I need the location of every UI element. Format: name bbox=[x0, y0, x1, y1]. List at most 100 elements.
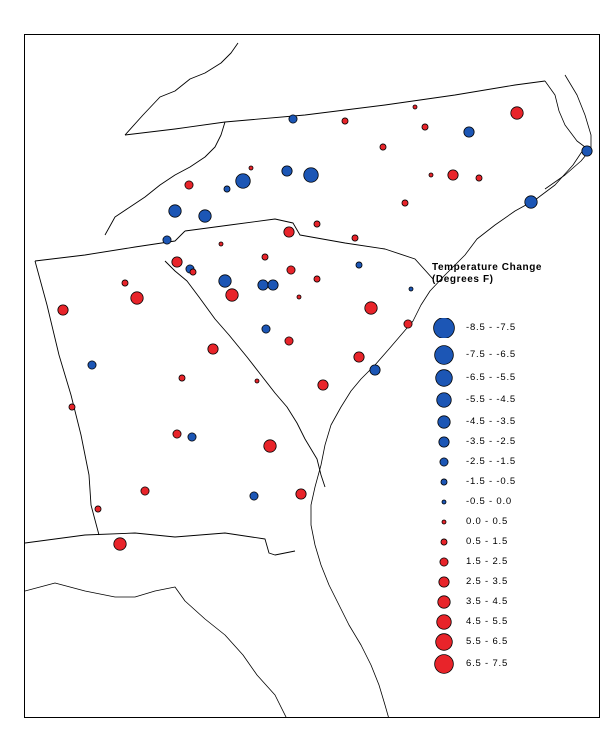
station-marker bbox=[412, 104, 418, 110]
station-marker bbox=[463, 126, 475, 138]
legend-circle bbox=[438, 436, 450, 448]
legend-label: 4.5 - 5.5 bbox=[466, 616, 509, 627]
station-marker bbox=[351, 234, 359, 242]
legend-circle bbox=[435, 369, 453, 387]
station-marker bbox=[447, 169, 459, 181]
legend-symbol bbox=[434, 345, 454, 365]
legend-row: 1.5 - 2.5 bbox=[432, 552, 582, 572]
legend-label: 6.5 - 7.5 bbox=[466, 658, 509, 669]
station-marker bbox=[428, 172, 434, 178]
legend-label: -5.5 - -4.5 bbox=[466, 394, 516, 405]
map-canvas bbox=[25, 42, 593, 717]
station-marker bbox=[113, 537, 127, 551]
legend-circle bbox=[436, 392, 452, 408]
station-marker bbox=[263, 439, 277, 453]
station-marker bbox=[401, 199, 409, 207]
station-marker bbox=[172, 429, 182, 439]
station-marker bbox=[178, 374, 186, 382]
station-marker bbox=[353, 351, 365, 363]
station-marker bbox=[235, 173, 251, 189]
legend-symbol bbox=[441, 499, 447, 505]
legend-symbol bbox=[435, 369, 453, 387]
legend-row: -7.5 - -6.5 bbox=[432, 345, 582, 365]
legend-row: -6.5 - -5.5 bbox=[432, 368, 582, 388]
legend-title-line1: Temperature Change bbox=[432, 262, 543, 273]
legend-row: -5.5 - -4.5 bbox=[432, 390, 582, 410]
legend-label: -2.5 - -1.5 bbox=[466, 456, 516, 467]
station-marker bbox=[171, 256, 183, 268]
legend-row: -8.5 - -7.5 bbox=[432, 318, 582, 338]
coastline-outer-banks bbox=[544, 74, 592, 190]
station-marker bbox=[225, 288, 239, 302]
legend-label: 5.5 - 6.5 bbox=[466, 636, 509, 647]
legend-title-line2: (Degrees F) bbox=[432, 274, 494, 285]
legend-symbol bbox=[439, 457, 449, 467]
station-marker bbox=[249, 491, 259, 501]
station-marker bbox=[94, 505, 102, 513]
station-marker bbox=[288, 114, 298, 124]
station-marker bbox=[355, 261, 363, 269]
station-marker bbox=[295, 488, 307, 500]
state-boundary-nc-tn bbox=[104, 121, 226, 236]
legend-row: 2.5 - 3.5 bbox=[432, 572, 582, 592]
station-marker bbox=[524, 195, 538, 209]
legend-row: -4.5 - -3.5 bbox=[432, 412, 582, 432]
station-marker bbox=[303, 167, 319, 183]
station-marker bbox=[581, 145, 593, 157]
station-marker bbox=[121, 279, 129, 287]
legend-symbol bbox=[436, 392, 452, 408]
legend-circle bbox=[439, 457, 449, 467]
station-markers bbox=[57, 104, 593, 551]
station-marker bbox=[364, 301, 378, 315]
station-marker bbox=[475, 174, 483, 182]
legend-label: 0.5 - 1.5 bbox=[466, 536, 509, 547]
station-marker bbox=[313, 275, 321, 283]
station-marker bbox=[408, 286, 414, 292]
station-marker bbox=[313, 220, 321, 228]
legend-row: 0.0 - 0.5 bbox=[432, 512, 582, 532]
legend-symbol bbox=[436, 614, 452, 630]
legend-circle bbox=[437, 595, 451, 609]
legend-row: -2.5 - -1.5 bbox=[432, 452, 582, 472]
station-marker bbox=[187, 432, 197, 442]
station-marker bbox=[130, 291, 144, 305]
station-marker bbox=[218, 274, 232, 288]
legend-label: -3.5 - -2.5 bbox=[466, 436, 516, 447]
legend-circle bbox=[433, 318, 455, 338]
station-marker bbox=[510, 106, 524, 120]
legend-symbol bbox=[437, 415, 451, 429]
station-marker bbox=[254, 378, 260, 384]
state-boundary-ga-fl bbox=[25, 532, 296, 556]
legend-circle bbox=[439, 557, 449, 567]
legend-symbol bbox=[437, 595, 451, 609]
legend-row: 3.5 - 4.5 bbox=[432, 592, 582, 612]
state-boundary-ga-al bbox=[34, 260, 100, 536]
station-marker bbox=[284, 336, 294, 346]
legend-label: -4.5 - -3.5 bbox=[466, 416, 516, 427]
station-marker bbox=[162, 235, 172, 245]
legend-symbol bbox=[433, 318, 455, 338]
legend-symbol bbox=[435, 633, 453, 651]
legend-circle bbox=[440, 538, 448, 546]
station-marker bbox=[189, 268, 197, 276]
station-marker bbox=[87, 360, 97, 370]
legend-label: -1.5 - -0.5 bbox=[466, 476, 516, 487]
station-marker bbox=[57, 304, 69, 316]
station-marker bbox=[317, 379, 329, 391]
legend-label: -0.5 - 0.0 bbox=[466, 496, 513, 507]
state-boundary-virginia bbox=[124, 42, 239, 136]
legend-circle bbox=[441, 499, 447, 505]
station-marker bbox=[296, 294, 302, 300]
coastline-gulf bbox=[25, 582, 287, 717]
legend-symbol bbox=[434, 654, 454, 674]
station-marker bbox=[223, 185, 231, 193]
legend-symbol bbox=[438, 436, 450, 448]
station-marker bbox=[184, 180, 194, 190]
station-marker bbox=[286, 265, 296, 275]
station-marker bbox=[261, 253, 269, 261]
station-marker bbox=[267, 279, 279, 291]
station-marker bbox=[369, 364, 381, 376]
state-boundary-ga-sc bbox=[164, 260, 326, 488]
station-marker bbox=[168, 204, 182, 218]
station-marker bbox=[379, 143, 387, 151]
